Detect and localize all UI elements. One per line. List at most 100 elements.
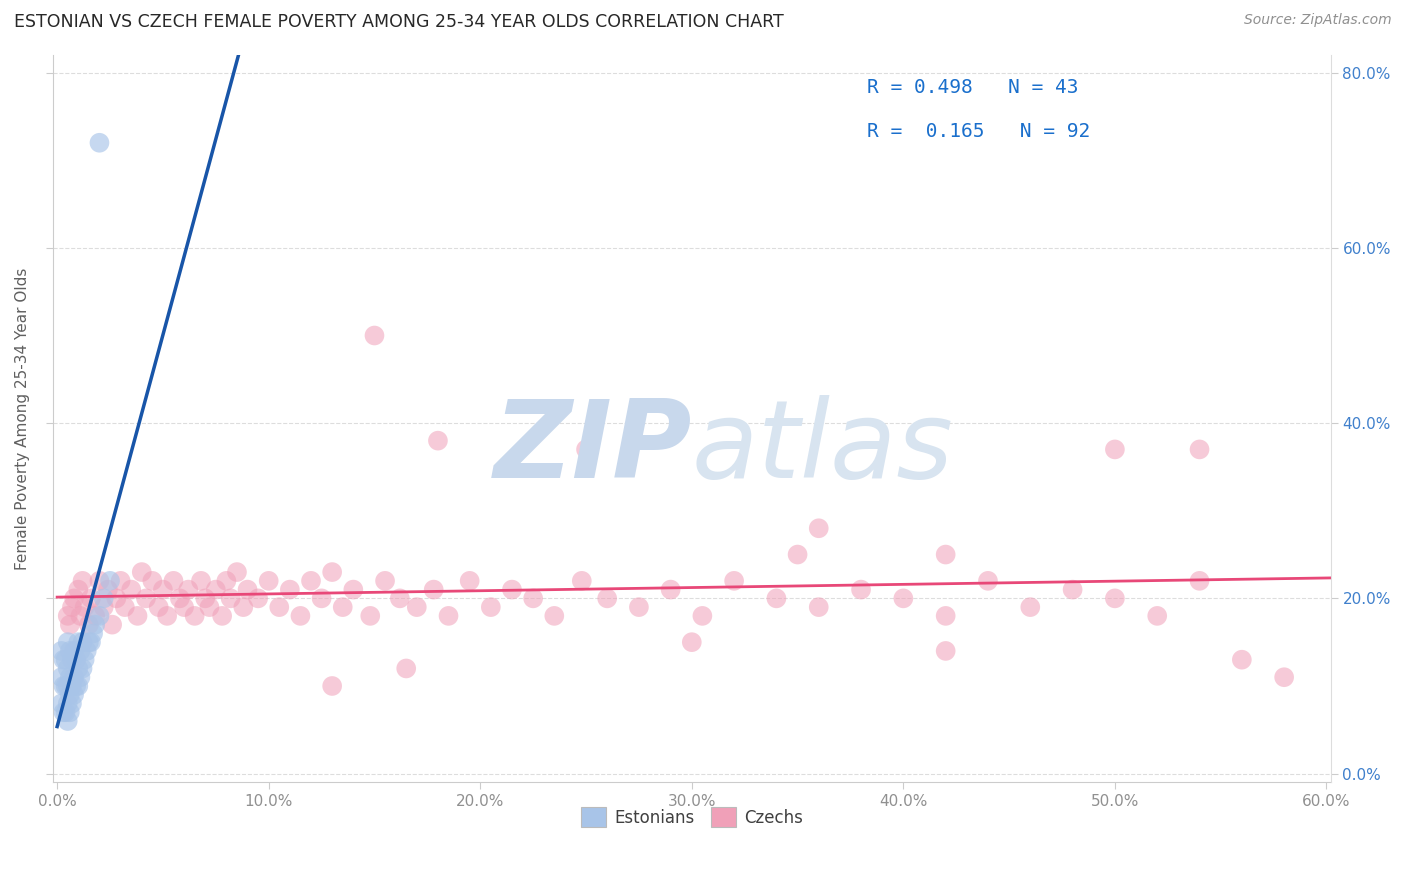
Point — [69, 644, 91, 658]
Point — [177, 582, 200, 597]
Point — [1188, 574, 1211, 588]
Point — [63, 591, 86, 606]
Point — [977, 574, 1000, 588]
Point — [56, 608, 79, 623]
Text: Source: ZipAtlas.com: Source: ZipAtlas.com — [1244, 13, 1392, 28]
Point — [935, 608, 957, 623]
Point — [190, 574, 212, 588]
Point — [156, 608, 179, 623]
Point — [84, 608, 107, 623]
Point — [807, 521, 830, 535]
Point — [131, 565, 153, 579]
Point — [80, 591, 103, 606]
Point — [807, 600, 830, 615]
Point — [422, 582, 444, 597]
Point — [204, 582, 226, 597]
Point — [681, 635, 703, 649]
Point — [89, 136, 111, 150]
Y-axis label: Female Poverty Among 25-34 Year Olds: Female Poverty Among 25-34 Year Olds — [15, 268, 30, 570]
Point — [89, 608, 111, 623]
Point — [73, 653, 96, 667]
Point — [148, 600, 170, 615]
Point — [247, 591, 270, 606]
Point — [59, 644, 82, 658]
Point — [114, 600, 136, 615]
Point — [93, 591, 115, 606]
Point — [299, 574, 322, 588]
Point — [51, 644, 73, 658]
Point — [198, 600, 221, 615]
Point — [321, 679, 343, 693]
Point — [1146, 608, 1168, 623]
Point — [97, 582, 120, 597]
Point — [60, 697, 83, 711]
Point — [56, 697, 79, 711]
Point — [211, 608, 233, 623]
Point — [77, 635, 100, 649]
Point — [1230, 653, 1253, 667]
Point — [105, 591, 128, 606]
Point — [77, 617, 100, 632]
Point — [135, 591, 157, 606]
Point — [501, 582, 523, 597]
Point — [56, 679, 79, 693]
Point — [152, 582, 174, 597]
Point — [52, 679, 75, 693]
Point — [1019, 600, 1042, 615]
Text: ZIP: ZIP — [494, 395, 692, 500]
Point — [69, 608, 91, 623]
Point — [257, 574, 280, 588]
Point — [1188, 442, 1211, 457]
Point — [395, 661, 418, 675]
Point — [55, 679, 77, 693]
Point — [56, 661, 79, 675]
Point — [290, 608, 312, 623]
Point — [311, 591, 333, 606]
Point — [571, 574, 593, 588]
Point — [1062, 582, 1084, 597]
Point — [363, 328, 385, 343]
Point — [1104, 591, 1126, 606]
Point — [388, 591, 411, 606]
Point — [226, 565, 249, 579]
Point — [63, 688, 86, 702]
Point — [59, 688, 82, 702]
Point — [332, 600, 354, 615]
Text: R =  0.165   N = 92: R = 0.165 N = 92 — [868, 122, 1090, 141]
Point — [849, 582, 872, 597]
Point — [72, 574, 94, 588]
Point — [627, 600, 650, 615]
Point — [935, 548, 957, 562]
Point — [67, 679, 90, 693]
Point — [59, 705, 82, 719]
Point — [52, 653, 75, 667]
Point — [765, 591, 787, 606]
Point — [60, 600, 83, 615]
Text: R = 0.498   N = 43: R = 0.498 N = 43 — [868, 78, 1078, 97]
Point — [127, 608, 149, 623]
Point — [659, 582, 682, 597]
Point — [101, 617, 124, 632]
Point — [405, 600, 427, 615]
Point — [215, 574, 238, 588]
Point — [51, 670, 73, 684]
Point — [89, 574, 111, 588]
Point — [437, 608, 460, 623]
Text: atlas: atlas — [692, 395, 953, 500]
Point — [65, 679, 87, 693]
Point — [321, 565, 343, 579]
Point — [93, 600, 115, 615]
Point — [55, 653, 77, 667]
Point — [458, 574, 481, 588]
Point — [80, 635, 103, 649]
Point — [543, 608, 565, 623]
Point — [56, 635, 79, 649]
Point — [278, 582, 301, 597]
Point — [374, 574, 396, 588]
Point — [51, 697, 73, 711]
Point — [73, 600, 96, 615]
Point — [575, 442, 598, 457]
Point — [935, 644, 957, 658]
Point — [63, 670, 86, 684]
Point — [67, 635, 90, 649]
